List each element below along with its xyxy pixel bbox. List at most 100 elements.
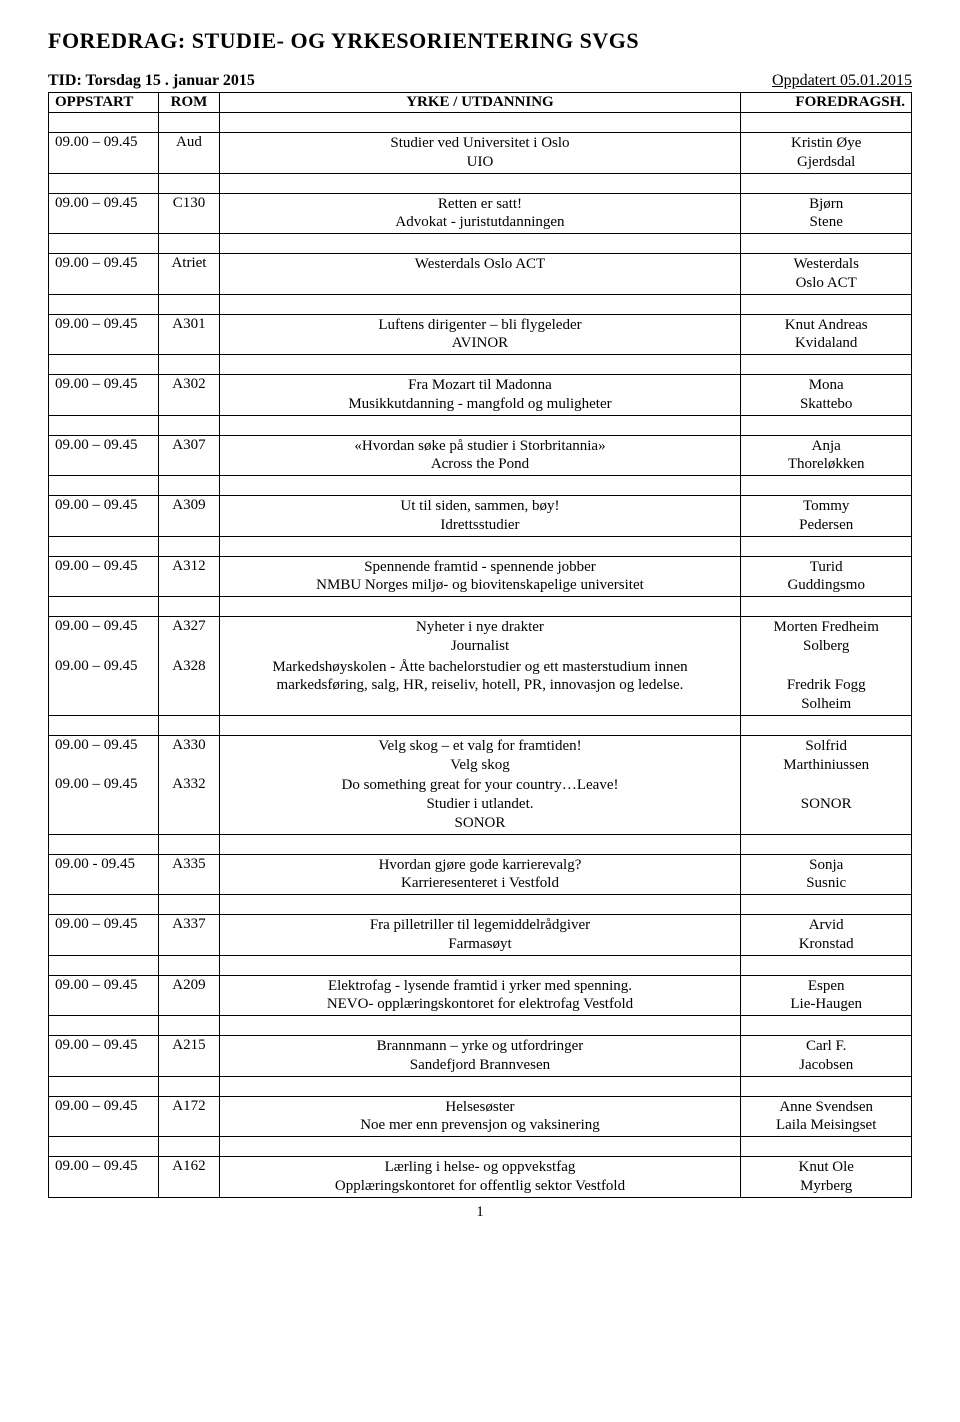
cell-speaker: Fredrik FoggSolheim <box>741 657 912 716</box>
table-spacer-row <box>49 415 912 435</box>
cell-time: 09.00 – 09.45 <box>49 133 159 174</box>
cell-time-blank <box>49 955 159 975</box>
speaker-line1: Espen <box>747 977 905 996</box>
cell-topic: Elektrofag - lysende framtid i yrker med… <box>219 975 741 1016</box>
cell-speaker: Kristin ØyeGjerdsdal <box>741 133 912 174</box>
topic-sub: NMBU Norges miljø- og biovitenskapelige … <box>226 576 735 595</box>
topic-main: Lærling i helse- og oppvekstfag <box>226 1158 735 1177</box>
table-row: 09.00 – 09.45A172HelsesøsterNoe mer enn … <box>49 1096 912 1137</box>
cell-topic-blank <box>219 113 741 133</box>
col-oppstart: OPPSTART <box>49 93 159 113</box>
speaker-blank-line <box>747 658 905 677</box>
speaker-line2: Guddingsmo <box>747 576 905 595</box>
cell-topic: Luftens dirigenter – bli flygelederAVINO… <box>219 314 741 355</box>
speaker-line1: Westerdals <box>747 255 905 274</box>
table-row: 09.00 – 09.45A332Do something great for … <box>49 775 912 834</box>
topic-main: Elektrofag - lysende framtid i yrker med… <box>226 977 735 996</box>
cell-room-blank <box>159 597 219 617</box>
cell-room: A307 <box>159 435 219 476</box>
speaker-line1: Carl F. <box>747 1037 905 1056</box>
speaker-line1: Knut Andreas <box>747 316 905 335</box>
cell-topic-blank <box>219 715 741 735</box>
cell-speaker: Carl F.Jacobsen <box>741 1036 912 1077</box>
speaker-line2: Laila Meisingset <box>747 1116 905 1135</box>
speaker-line2: Stene <box>747 213 905 232</box>
schedule-table: OPPSTART ROM YRKE / UTDANNING FOREDRAGSH… <box>48 92 912 1198</box>
cell-time-blank <box>49 113 159 133</box>
cell-topic-blank <box>219 955 741 975</box>
topic-sub: Advokat - juristutdanningen <box>226 213 735 232</box>
topic-main: Fra Mozart til Madonna <box>226 376 735 395</box>
cell-time-blank <box>49 476 159 496</box>
cell-room: A309 <box>159 496 219 537</box>
table-spacer-row <box>49 476 912 496</box>
cell-topic: Westerdals Oslo ACT <box>219 254 741 295</box>
speaker-blank-line <box>747 776 905 795</box>
cell-room: A162 <box>159 1157 219 1198</box>
cell-room-blank <box>159 715 219 735</box>
table-spacer-row <box>49 355 912 375</box>
cell-room-blank <box>159 294 219 314</box>
table-spacer-row <box>49 1076 912 1096</box>
cell-time: 09.00 – 09.45 <box>49 775 159 834</box>
cell-speaker-blank <box>741 355 912 375</box>
speaker-line1: Anja <box>747 437 905 456</box>
table-row: 09.00 – 09.45A162 Lærling i helse- og opp… <box>49 1157 912 1198</box>
topic-sub: Farmasøyt <box>226 935 735 954</box>
cell-time: 09.00 – 09.45 <box>49 556 159 597</box>
speaker-line1: Solfrid <box>747 737 905 756</box>
cell-speaker: SonjaSusnic <box>741 854 912 895</box>
topic-main: Fra pilletriller til legemiddelrådgiver <box>226 916 735 935</box>
table-row: 09.00 – 09.45C130Retten er satt!Advokat … <box>49 193 912 234</box>
cell-room: A328 <box>159 657 219 716</box>
table-row: 09.00 – 09.45A307«Hvordan søke på studie… <box>49 435 912 476</box>
table-spacer-row <box>49 715 912 735</box>
topic-sub: Karrieresenteret i Vestfold <box>226 874 735 893</box>
topic-sub: AVINOR <box>226 334 735 353</box>
cell-time: 09.00 – 09.45 <box>49 1157 159 1198</box>
cell-topic-blank <box>219 415 741 435</box>
topic-sub: Velg skog <box>226 756 735 775</box>
topic-sub2: SONOR <box>226 814 735 833</box>
table-header-row: OPPSTART ROM YRKE / UTDANNING FOREDRAGSH… <box>49 93 912 113</box>
cell-time-blank <box>49 536 159 556</box>
cell-speaker: ArvidKronstad <box>741 915 912 956</box>
cell-time: 09.00 - 09.45 <box>49 854 159 895</box>
cell-speaker-blank <box>741 1016 912 1036</box>
table-spacer-row <box>49 536 912 556</box>
cell-room: A327 <box>159 617 219 657</box>
cell-room: A312 <box>159 556 219 597</box>
speaker-line2: Oslo ACT <box>747 274 905 293</box>
cell-room-blank <box>159 113 219 133</box>
cell-room: A301 <box>159 314 219 355</box>
table-spacer-row <box>49 173 912 193</box>
cell-speaker: Knut AndreasKvidaland <box>741 314 912 355</box>
cell-speaker-blank <box>741 834 912 854</box>
cell-speaker-blank <box>741 955 912 975</box>
cell-room: A215 <box>159 1036 219 1077</box>
document-title: FOREDRAG: STUDIE- OG YRKESORIENTERING SV… <box>48 28 912 54</box>
table-row: 09.00 – 09.45A209Elektrofag - lysende fr… <box>49 975 912 1016</box>
cell-time: 09.00 – 09.45 <box>49 1036 159 1077</box>
topic-sub: Across the Pond <box>226 455 735 474</box>
cell-room-blank <box>159 536 219 556</box>
table-row: 09.00 – 09.45A312Spennende framtid - spe… <box>49 556 912 597</box>
topic-sub: Musikkutdanning - mangfold og muligheter <box>226 395 735 414</box>
cell-speaker: TuridGuddingsmo <box>741 556 912 597</box>
tid-line: TID: Torsdag 15 . januar 2015 <box>48 72 255 90</box>
table-spacer-row <box>49 1016 912 1036</box>
cell-time-blank <box>49 234 159 254</box>
cell-time: 09.00 – 09.45 <box>49 193 159 234</box>
cell-speaker-blank <box>741 173 912 193</box>
speaker-line1: Mona <box>747 376 905 395</box>
cell-room: A172 <box>159 1096 219 1137</box>
cell-topic: Fra pilletriller til legemiddelrådgiverF… <box>219 915 741 956</box>
speaker-line2: Solheim <box>747 695 905 714</box>
cell-time: 09.00 – 09.45 <box>49 657 159 716</box>
cell-time: 09.00 – 09.45 <box>49 975 159 1016</box>
cell-time-blank <box>49 1076 159 1096</box>
cell-speaker-blank <box>741 113 912 133</box>
cell-room-blank <box>159 234 219 254</box>
cell-topic-blank <box>219 173 741 193</box>
cell-topic: Markedshøyskolen - Åtte bachelorstudier … <box>219 657 741 716</box>
